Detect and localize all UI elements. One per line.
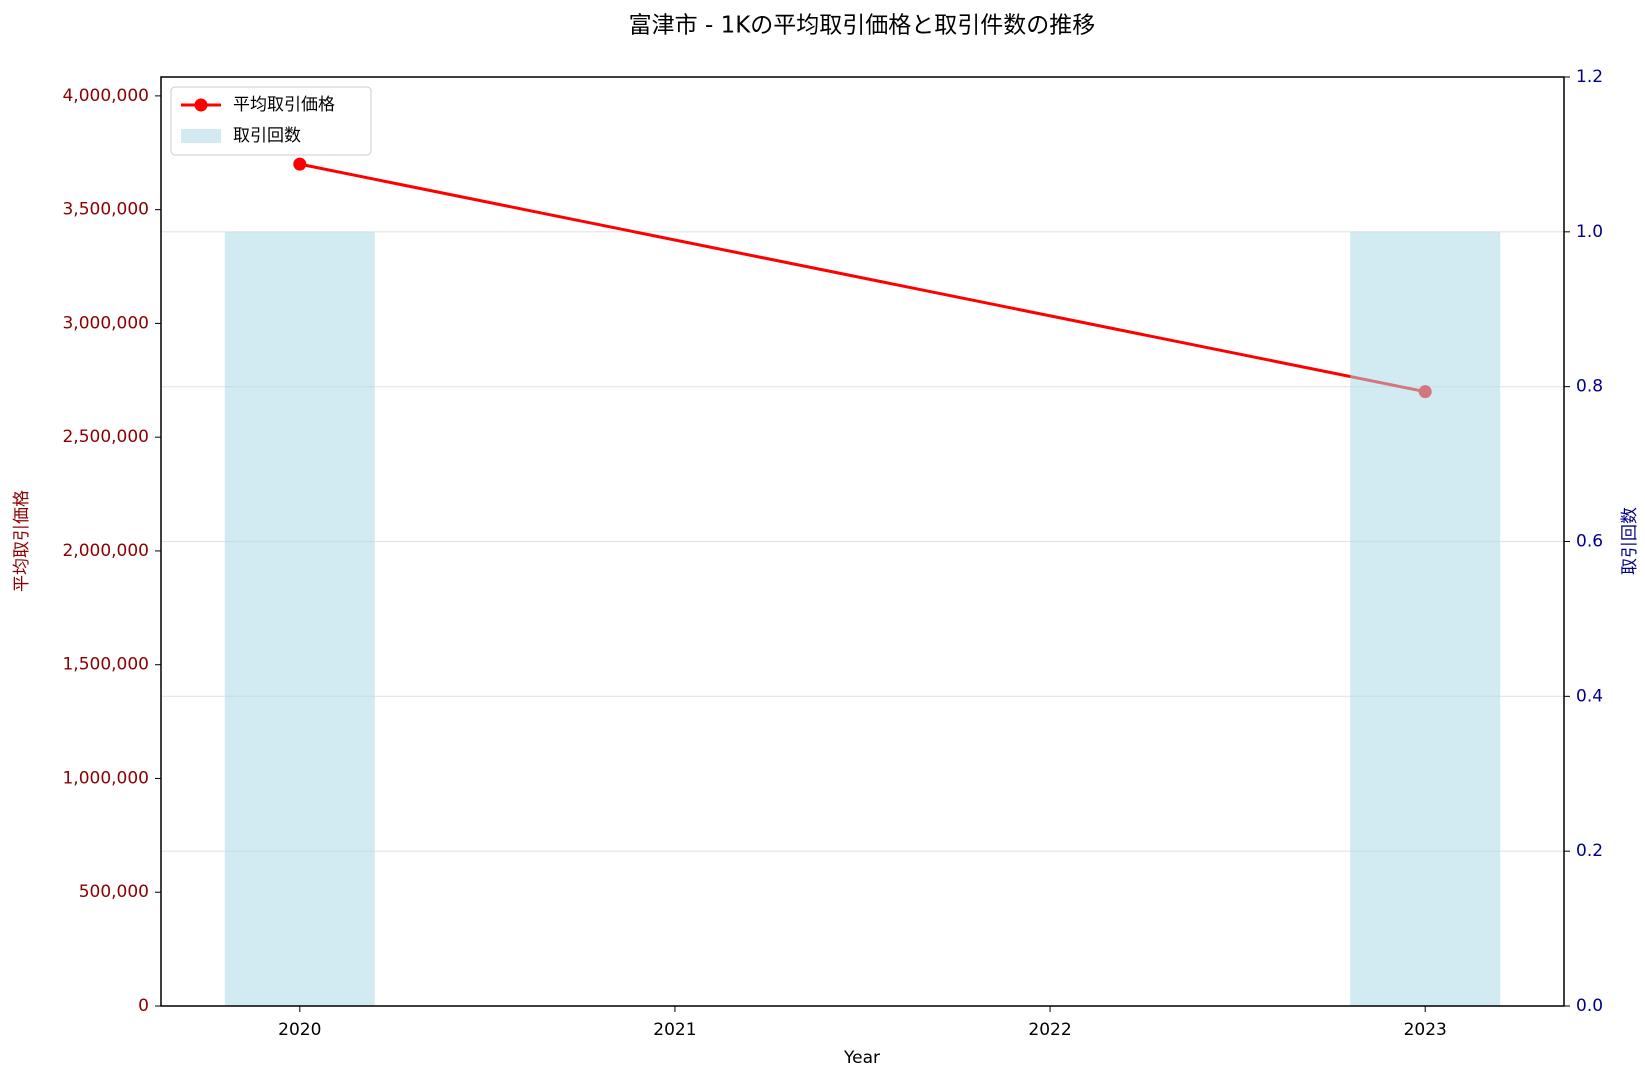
- bar: [1350, 231, 1501, 1007]
- plot-frame: [160, 76, 1565, 1007]
- y-tick-label: 1,500,000: [62, 655, 149, 675]
- x-axis-label: Year: [843, 1048, 880, 1068]
- y-tick-label: 1,000,000: [62, 768, 149, 788]
- legend-marker: [194, 98, 208, 112]
- y2-tick-label: 1.2: [1576, 67, 1603, 87]
- x-tick-label: 2020: [278, 1020, 321, 1040]
- y-axis-label: 平均取引価格: [12, 490, 32, 592]
- y-tick-label: 3,000,000: [62, 313, 149, 333]
- y2-tick-label: 1.0: [1576, 222, 1603, 242]
- y2-tick-label: 0.6: [1576, 532, 1603, 552]
- legend-label: 取引回数: [233, 126, 301, 146]
- y2-tick-label: 0.0: [1576, 996, 1603, 1016]
- y2-tick-label: 0.2: [1576, 841, 1603, 861]
- x-tick-label: 2021: [653, 1020, 696, 1040]
- point: [293, 157, 307, 171]
- y2-tick-label: 0.8: [1576, 377, 1603, 397]
- y-tick-label: 2,000,000: [62, 541, 149, 561]
- x-tick-label: 2023: [1404, 1020, 1447, 1040]
- chart-title: 富津市 - 1Kの平均取引価格と取引件数の推移: [629, 13, 1096, 39]
- x-tick-label: 2022: [1028, 1020, 1071, 1040]
- y-tick-label: 2,500,000: [62, 427, 149, 447]
- bar: [224, 231, 375, 1007]
- y-tick-label: 3,500,000: [62, 200, 149, 220]
- y2-axis-label: 取引回数: [1620, 507, 1640, 575]
- y-tick-label: 0: [138, 996, 149, 1016]
- y-tick-label: 500,000: [79, 882, 149, 902]
- legend-swatch: [181, 129, 221, 143]
- y2-tick-label: 0.4: [1576, 686, 1603, 706]
- line: [299, 162, 1426, 394]
- y-tick-label: 4,000,000: [62, 86, 149, 106]
- legend-label: 平均取引価格: [233, 95, 335, 115]
